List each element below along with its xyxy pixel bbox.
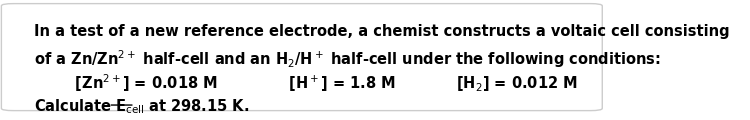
Text: [Zn$^{2+}$] = 0.018 M              [H$^+$] = 1.8 M            [H$_2$] = 0.012 M: [Zn$^{2+}$] = 0.018 M [H$^+$] = 1.8 M [H… [34,73,578,94]
Text: In a test of a new reference electrode, a chemist constructs a voltaic cell cons: In a test of a new reference electrode, … [34,24,730,39]
Text: Calculate E$_\mathrm{cell}$ at 298.15 K.: Calculate E$_\mathrm{cell}$ at 298.15 K. [34,97,250,116]
FancyBboxPatch shape [2,4,602,111]
Text: of a Zn/Zn$^{2+}$ half-cell and an H$_2$/H$^+$ half-cell under the following con: of a Zn/Zn$^{2+}$ half-cell and an H$_2$… [34,48,662,70]
